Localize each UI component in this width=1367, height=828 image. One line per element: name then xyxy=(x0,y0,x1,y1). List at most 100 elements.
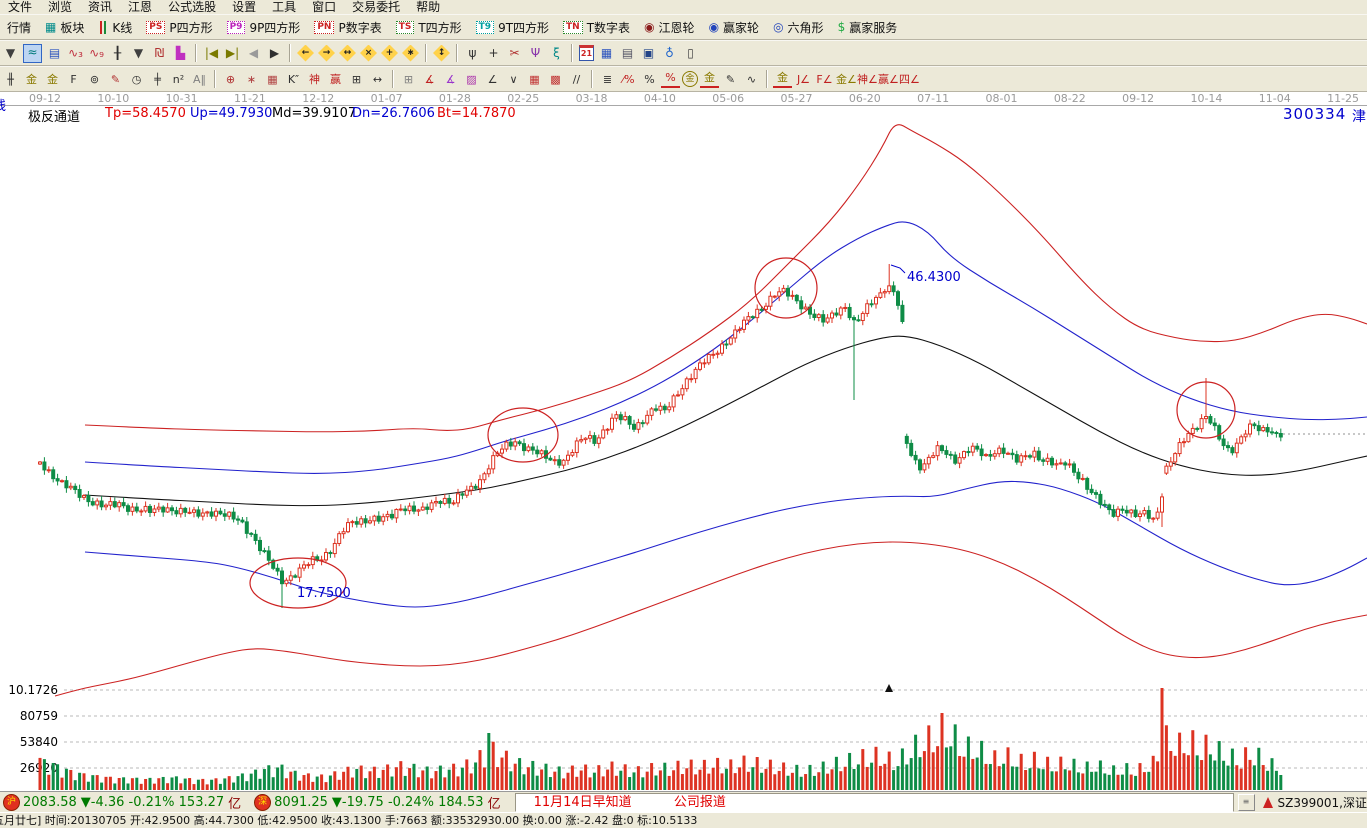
gold-circle-icon[interactable]: 金 xyxy=(682,71,698,87)
n-square-icon[interactable]: n² xyxy=(172,72,185,86)
toolbar-t-number-table-button[interactable]: TN T数字表 xyxy=(556,16,637,38)
mark-pen-icon[interactable]: ✎ xyxy=(110,72,121,86)
menu-item-9[interactable]: 帮助 xyxy=(416,0,441,14)
price-list-icon[interactable]: ≣ xyxy=(602,72,613,86)
ying-angle-icon[interactable]: 赢∠ xyxy=(878,72,899,86)
nav-forward-icon[interactable]: ▶ xyxy=(269,45,280,60)
menu-item-5[interactable]: 设置 xyxy=(232,0,257,14)
pattern-tool-icon[interactable]: ₪ xyxy=(154,45,165,60)
toolbar-winner-wheel-button[interactable]: ◉ 赢家轮 xyxy=(702,16,767,38)
menu-item-7[interactable]: 窗口 xyxy=(312,0,337,14)
parallel-lines-icon[interactable]: // xyxy=(572,72,581,86)
zoom-in-icon[interactable]: × xyxy=(360,44,377,62)
menu-item-4[interactable]: 公式选股 xyxy=(168,0,217,14)
wave-3-icon[interactable]: ∿₃ xyxy=(68,45,83,60)
shen-angle-icon[interactable]: 神∠ xyxy=(857,72,878,86)
f-angle-icon[interactable]: F∠ xyxy=(816,72,833,86)
zigzag-line-icon[interactable]: ∨ xyxy=(509,72,518,86)
zoom-fit-icon[interactable]: ↕ xyxy=(433,44,450,62)
gann-clock-icon[interactable]: ◷ xyxy=(131,72,142,86)
zoom-horizontal-icon[interactable]: ↔ xyxy=(339,44,356,62)
status-resize-button[interactable]: ≡ xyxy=(1237,793,1255,811)
shen-tool-icon[interactable]: 神 xyxy=(309,72,320,86)
small-ruler-icon[interactable]: ╪ xyxy=(154,72,161,86)
hand-tool-icon[interactable]: ψ xyxy=(468,45,477,60)
percent-wave-icon[interactable]: ⁄% xyxy=(622,72,635,86)
toolbar-hexagon-button[interactable]: ◎ 六角形 xyxy=(766,16,831,38)
grid-red-arrow-icon[interactable]: ▩ xyxy=(550,72,561,86)
smart-analysis-icon[interactable]: ξ xyxy=(553,45,560,60)
toolbar-p-number-table-button[interactable]: PN P数字表 xyxy=(307,16,388,38)
gann-web-icon[interactable]: ∗ xyxy=(246,72,257,86)
web-service-icon[interactable]: ♁ xyxy=(665,45,674,60)
chart-region[interactable]: 09-12 10-10 10-31 11-21 12-12 01-07 01-28 02-25… xyxy=(0,92,1367,791)
wave-band-icon[interactable]: ∿ xyxy=(746,72,757,86)
kline-style-dropdown-icon[interactable]: ▼ xyxy=(133,45,144,60)
save-icon[interactable]: ▣ xyxy=(642,45,655,60)
zoom-out-icon[interactable]: + xyxy=(381,44,398,62)
mirror-line-icon[interactable]: A‖ xyxy=(192,72,207,86)
frame-tool-icon[interactable]: ⊞ xyxy=(403,72,414,86)
ink-brush-icon[interactable]: ✎ xyxy=(725,72,736,86)
j-angle-icon[interactable]: J∠ xyxy=(796,72,811,86)
nav-back-icon[interactable]: ◀ xyxy=(248,45,259,60)
remote-computer-icon[interactable]: ▯ xyxy=(687,45,694,60)
toolbar-blocks-button[interactable]: ▦ 板块 xyxy=(38,16,91,38)
f10-report-icon[interactable]: ▤ xyxy=(48,45,61,60)
pan-left-icon[interactable]: ← xyxy=(297,44,314,62)
chart-type-dropdown-icon[interactable]: ▼ xyxy=(5,45,16,60)
si-angle-icon[interactable]: 四∠ xyxy=(899,72,920,86)
k-mark-icon[interactable]: K″ xyxy=(287,72,300,86)
menu-item-6[interactable]: 工具 xyxy=(272,0,297,14)
nav-last-icon[interactable]: ▶| xyxy=(225,45,240,60)
angle-rays-icon[interactable]: ∠ xyxy=(487,72,498,86)
menu-item-8[interactable]: 交易委托 xyxy=(352,0,401,14)
toolbar-p-square-button[interactable]: PS P四方形 xyxy=(139,16,219,38)
gann-shape-tool-icon[interactable]: Ψ xyxy=(530,45,541,60)
cut-tool-icon[interactable]: ✂ xyxy=(509,45,520,60)
news-headline[interactable]: 11月14日早知道 xyxy=(533,794,632,810)
gold-section-2-icon[interactable]: 金 xyxy=(47,72,58,86)
toolbar-quotes-button[interactable]: 行情 xyxy=(0,16,38,38)
toolbar-9t-square-button[interactable]: T9 9T四方形 xyxy=(469,16,556,38)
gann-ruler-icon[interactable]: ╫ xyxy=(7,72,14,86)
grid-red-icon[interactable]: ▦ xyxy=(529,72,540,86)
calculator-icon[interactable]: ▦ xyxy=(600,45,613,60)
gold-baseline-icon[interactable]: 金 xyxy=(773,71,792,88)
fibonacci-ruler-icon[interactable]: F xyxy=(70,72,77,86)
gold-angle-icon[interactable]: 金∠ xyxy=(836,72,857,86)
menu-item-1[interactable]: 浏览 xyxy=(48,0,73,14)
fan-shade-icon[interactable]: ▨ xyxy=(466,72,477,86)
zoom-all-icon[interactable]: ∗ xyxy=(402,44,419,62)
toolbar-t-square-button[interactable]: TS T四方形 xyxy=(389,16,469,38)
volume-profile-icon[interactable]: ▙ xyxy=(175,45,186,60)
toolbar-9p-square-button[interactable]: P9 9P四方形 xyxy=(220,16,308,38)
fan-red-icon[interactable]: ∡ xyxy=(424,72,435,86)
fan-purple-icon[interactable]: ∡ xyxy=(445,72,456,86)
toolbar-kline-button[interactable]: K线 xyxy=(91,16,139,38)
menu-item-0[interactable]: 文件 xyxy=(8,0,33,14)
trend-chart-icon[interactable]: ≈ xyxy=(23,43,42,63)
ying-tool-icon[interactable]: 赢 xyxy=(330,72,341,86)
wave-9-icon[interactable]: ∿₉ xyxy=(89,45,104,60)
menu-item-2[interactable]: 资讯 xyxy=(88,0,113,14)
gann-box-icon[interactable]: ▦ xyxy=(267,72,278,86)
menu-item-3[interactable]: 江恩 xyxy=(128,0,153,14)
crosshair-tool-icon[interactable]: + xyxy=(488,45,499,60)
ruler-grid-icon[interactable]: ⊞ xyxy=(351,72,362,86)
percent-line-icon[interactable]: % xyxy=(661,71,680,88)
toolbar-winner-service-button[interactable]: $ 赢家服务 xyxy=(831,16,905,38)
toolbar-gann-wheel-button[interactable]: ◉ 江恩轮 xyxy=(637,16,702,38)
span-measure-icon[interactable]: ↔ xyxy=(372,72,383,86)
pan-right-icon[interactable]: → xyxy=(318,44,335,62)
spiral-icon[interactable]: ⊚ xyxy=(89,72,100,86)
kline-style-icon[interactable]: ╂ xyxy=(113,45,122,60)
compass-icon[interactable]: ⊕ xyxy=(225,72,236,86)
notepad-icon[interactable]: ▤ xyxy=(621,45,634,60)
gold-line-icon[interactable]: 金 xyxy=(700,71,719,88)
nav-first-icon[interactable]: |◀ xyxy=(204,45,219,60)
percent-icon[interactable]: % xyxy=(644,72,655,86)
news-company-report[interactable]: 公司报道 xyxy=(673,794,726,810)
calendar-icon[interactable]: 21 xyxy=(579,45,594,61)
